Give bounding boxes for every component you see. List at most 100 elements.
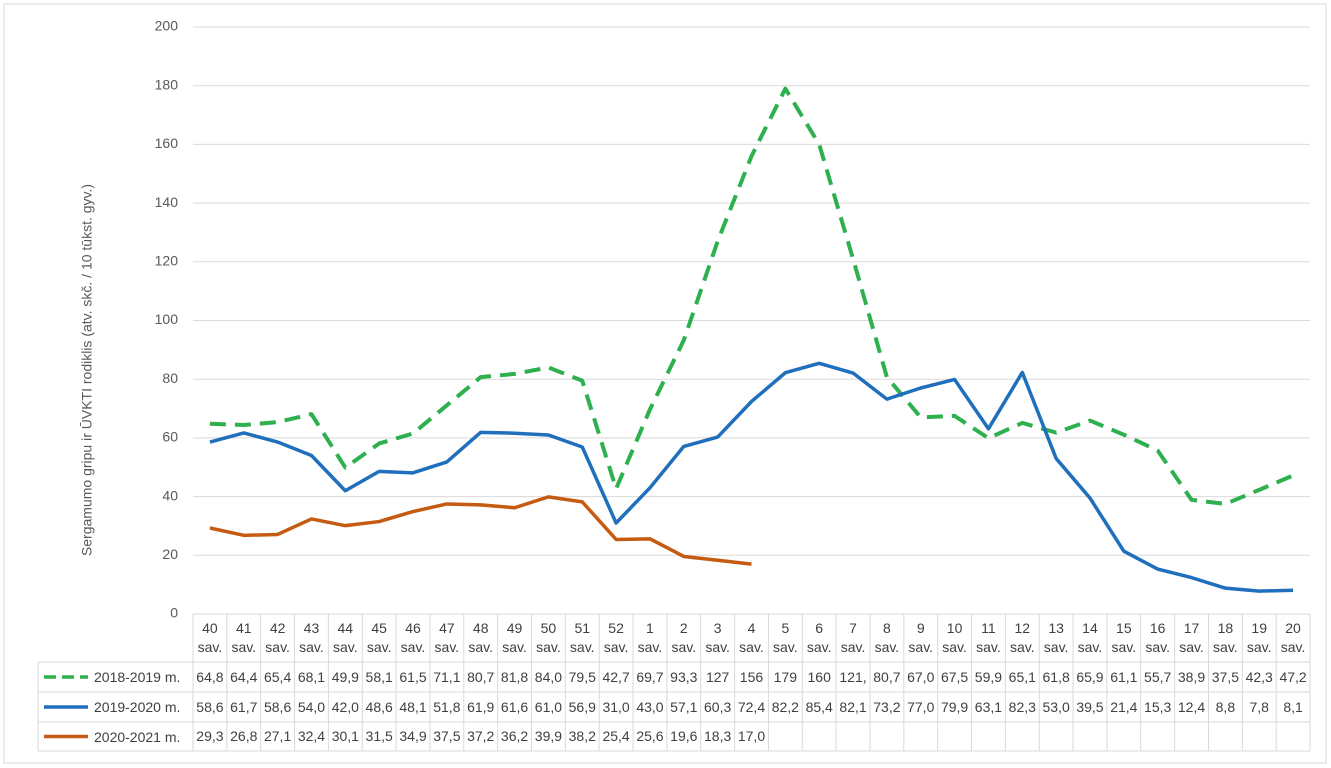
data-label: 25,4: [602, 728, 630, 744]
data-label: 77,0: [907, 698, 935, 715]
x-tick-label: 52 sav.: [603, 620, 629, 655]
data-label: 58,6: [196, 698, 224, 715]
data-label: 93,3: [670, 668, 698, 685]
data-label: 48,6: [365, 698, 393, 715]
data-label: 34,9: [399, 728, 427, 744]
data-label: 55,7: [1144, 668, 1172, 685]
data-label: 47,2: [1279, 668, 1307, 685]
y-tick-label: 40: [162, 487, 178, 503]
x-tick-label: 10 sav.: [942, 620, 967, 655]
x-tick-label: 15 sav.: [1111, 620, 1137, 655]
data-label: 156: [739, 668, 764, 685]
data-label: 42,3: [1245, 668, 1273, 685]
data-label: 7,8: [1249, 698, 1269, 715]
x-tick-label: 44 sav.: [332, 620, 358, 655]
data-label: 27,1: [263, 728, 292, 744]
data-label: 37,5: [1211, 668, 1239, 685]
data-label: 15,3: [1144, 698, 1172, 715]
x-tick-label: 8 sav.: [874, 620, 900, 655]
x-tick-label: 41 sav.: [231, 620, 257, 655]
data-label: 65,9: [1076, 668, 1104, 685]
x-tick-label: 17 sav.: [1179, 620, 1204, 655]
data-label: 179: [773, 668, 798, 685]
x-tick-label: 19 sav.: [1246, 620, 1272, 655]
data-label: 19,6: [670, 728, 698, 744]
data-label: 79,5: [568, 668, 596, 685]
data-label: 61,5: [399, 668, 427, 685]
x-tick-label: 50 sav.: [536, 620, 561, 655]
data-label: 26,8: [230, 728, 258, 744]
x-tick-label: 42 sav.: [265, 620, 290, 655]
y-tick-label: 0: [170, 605, 178, 621]
data-label: 38,9: [1177, 668, 1206, 685]
x-tick-label: 43 sav.: [299, 620, 324, 655]
data-label: 68,1: [297, 668, 326, 685]
data-label: 80,7: [873, 668, 901, 685]
x-tick-label: 7 sav.: [840, 620, 866, 655]
data-label: 30,1: [331, 728, 359, 744]
data-label: 37,5: [433, 728, 461, 744]
data-label: 81,8: [500, 668, 529, 685]
y-tick-label: 160: [155, 135, 179, 151]
y-tick-label: 100: [155, 311, 179, 327]
data-label: 8,1: [1283, 698, 1303, 715]
data-label: 42,7: [602, 668, 630, 685]
x-tick-label: 12 sav.: [1009, 620, 1035, 655]
chart-border: [3, 3, 1327, 764]
data-label: 51,8: [433, 698, 461, 715]
x-tick-label: 18 sav.: [1213, 620, 1238, 655]
data-label: 57,1: [670, 698, 698, 715]
data-label: 17,0: [737, 728, 766, 744]
data-label: 48,1: [399, 698, 427, 715]
x-tick-label: 48 sav.: [468, 620, 494, 655]
data-label: 69,7: [636, 668, 664, 685]
data-label: 25,6: [636, 728, 664, 744]
data-label: 63,1: [974, 698, 1003, 715]
data-label: 12,4: [1177, 698, 1206, 715]
data-label: 58,6: [263, 698, 292, 715]
data-label: 67,5: [940, 668, 969, 685]
y-tick-label: 180: [155, 76, 179, 92]
data-label: 29,3: [196, 728, 224, 744]
data-label: 67,0: [907, 668, 935, 685]
data-label: 53,0: [1042, 698, 1070, 715]
data-label: 64,4: [230, 668, 258, 685]
data-label: 65,4: [263, 668, 292, 685]
y-tick-label: 120: [155, 253, 179, 269]
data-label: 127: [705, 668, 730, 685]
x-tick-label: 6 sav.: [806, 620, 832, 655]
x-tick-label: 9 sav.: [908, 620, 934, 655]
data-label: 36,2: [500, 728, 529, 744]
data-label: 82,3: [1008, 698, 1036, 715]
x-tick-label: 49 sav.: [502, 620, 527, 655]
data-label: 43,0: [636, 698, 664, 715]
data-label: 80,7: [467, 668, 495, 685]
series-line: [209, 495, 752, 566]
y-tick-label: 60: [162, 429, 178, 445]
data-label: 71,1: [433, 668, 461, 685]
y-axis-label: Sergamumo gripu ir ŪVKTI rodiklis (atv. …: [79, 184, 95, 556]
data-label: 84,0: [534, 668, 563, 685]
data-label: 85,4: [805, 698, 833, 715]
legend-label: 2020-2021 m.: [94, 728, 181, 745]
x-tick-label: 16 sav.: [1145, 620, 1170, 655]
y-tick-label: 200: [155, 18, 179, 34]
data-label: 121,: [839, 668, 867, 685]
y-tick-label: 140: [155, 194, 179, 210]
data-label: 8,8: [1215, 698, 1236, 715]
data-label: 61,6: [500, 698, 529, 715]
x-tick-label: 2 sav.: [671, 620, 697, 655]
data-label: 65,1: [1008, 668, 1036, 685]
x-tick-label: 1 sav.: [637, 620, 663, 655]
data-label: 61,8: [1042, 668, 1070, 685]
y-tick-label: 80: [162, 370, 178, 386]
data-label: 61,9: [467, 698, 495, 715]
data-label: 58,1: [365, 668, 393, 685]
x-tick-label: 11 sav.: [976, 620, 1001, 655]
data-label: 54,0: [297, 698, 326, 715]
data-label: 32,4: [297, 728, 326, 744]
data-label: 39,5: [1076, 698, 1104, 715]
x-tick-label: 3 sav.: [705, 620, 730, 655]
data-label: 37,2: [467, 728, 495, 744]
